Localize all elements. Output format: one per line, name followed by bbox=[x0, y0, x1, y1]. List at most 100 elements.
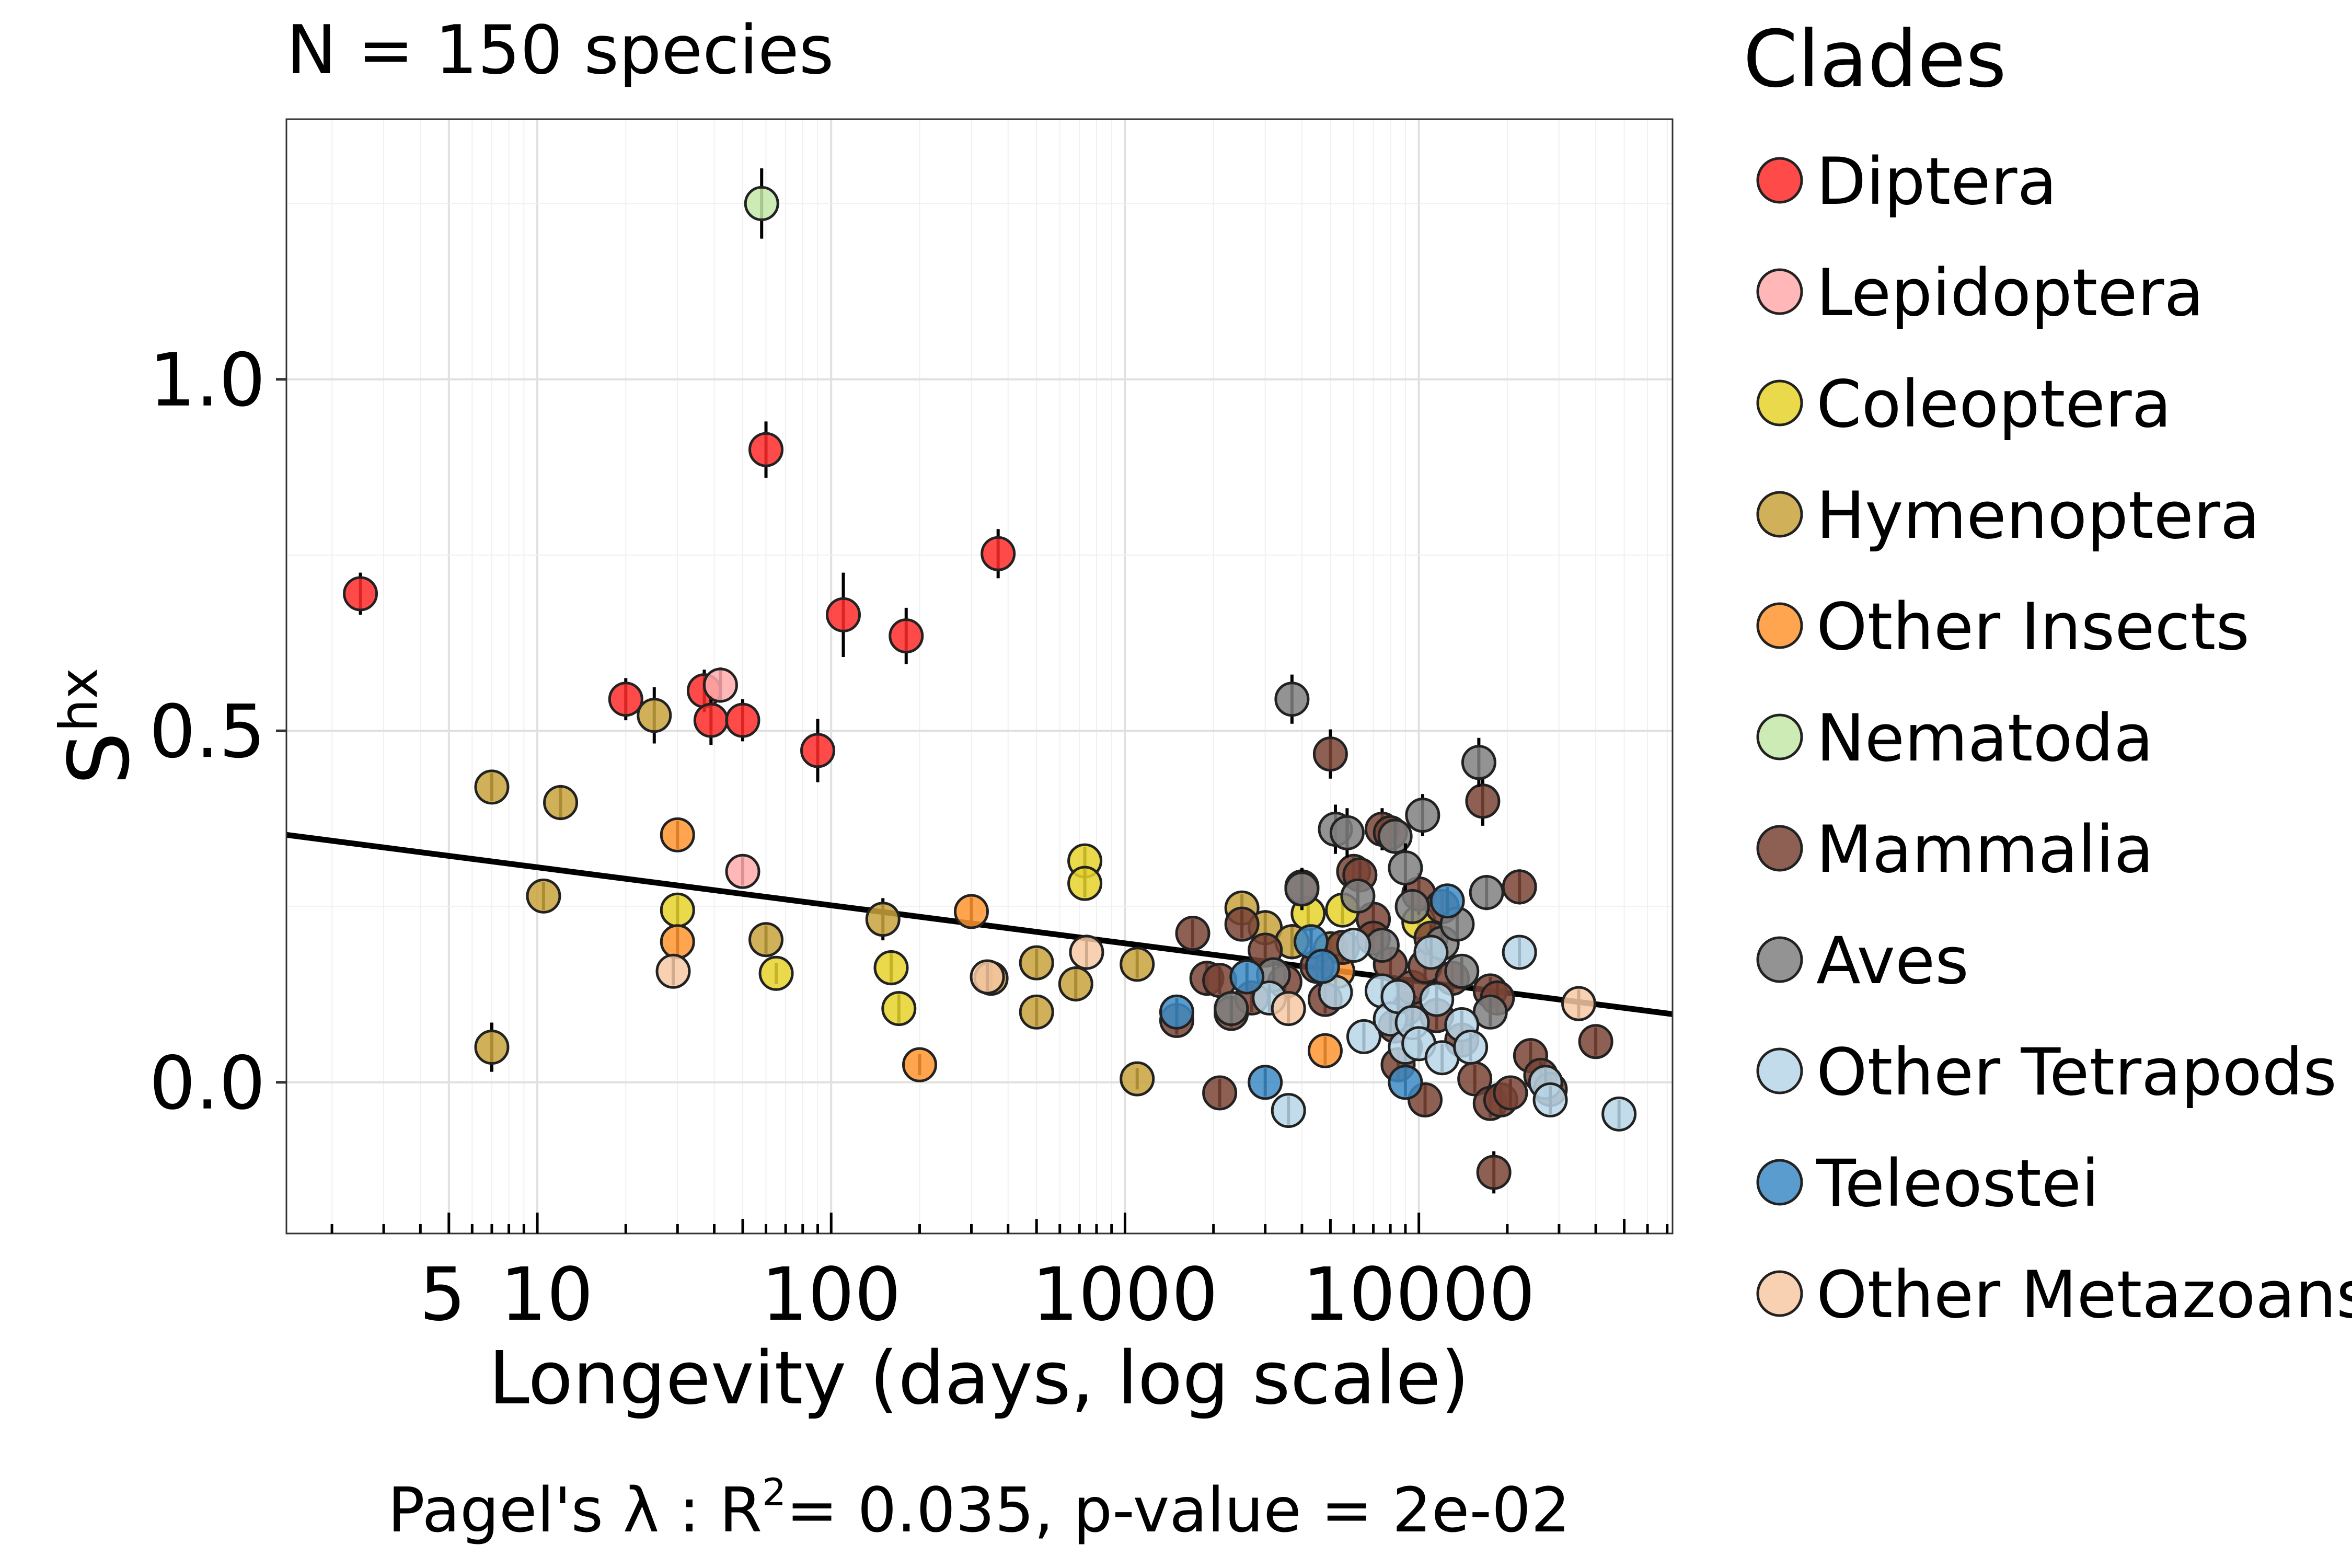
data-point-teleostei bbox=[1429, 883, 1465, 919]
legend-label: Diptera bbox=[1816, 144, 2057, 220]
legend-label: Lepidoptera bbox=[1816, 256, 2204, 331]
data-point-mammalia bbox=[1202, 1075, 1238, 1111]
legend-label: Coleoptera bbox=[1816, 367, 2172, 442]
data-point-other-tetrapods bbox=[1502, 935, 1537, 970]
legend: Diptera Lepidoptera Coleoptera Hymenoptera O… bbox=[1756, 144, 2352, 1333]
data-point-diptera bbox=[889, 618, 924, 654]
data-point-hymenoptera bbox=[474, 1030, 510, 1065]
data-point-diptera bbox=[800, 733, 836, 768]
data-point-hymenoptera bbox=[748, 922, 784, 958]
data-point-hymenoptera bbox=[1120, 1061, 1155, 1097]
x-tick-label: 100 bbox=[762, 1252, 901, 1338]
data-point-other-tetrapods bbox=[1419, 982, 1455, 1017]
data-point-other-insects bbox=[660, 817, 695, 852]
data-point-teleostei bbox=[1388, 1065, 1423, 1100]
data-point-hymenoptera bbox=[1019, 945, 1054, 981]
data-point-other-tetrapods bbox=[1453, 1030, 1489, 1065]
legend-label: Hymenoptera bbox=[1816, 478, 2260, 554]
legend-label: Other Tetrapods bbox=[1816, 1035, 2337, 1110]
legend-swatch bbox=[1756, 1159, 1803, 1206]
data-point-aves bbox=[1461, 745, 1496, 780]
data-point-mammalia bbox=[1502, 869, 1537, 905]
y-tick-label: 0.5 bbox=[149, 689, 266, 775]
data-point-mammalia bbox=[1175, 916, 1210, 951]
y-axis-label-group: Shx bbox=[48, 668, 148, 785]
legend-swatch bbox=[1756, 825, 1803, 872]
x-tick-label: 10000 bbox=[1302, 1252, 1535, 1338]
data-point-coleoptera bbox=[881, 991, 917, 1027]
x-tick-label: 5 bbox=[419, 1252, 466, 1338]
data-point-hymenoptera bbox=[526, 878, 561, 914]
data-point-hymenoptera bbox=[637, 698, 672, 733]
data-point-aves bbox=[1340, 878, 1376, 914]
data-point-hymenoptera bbox=[543, 785, 579, 820]
data-point-diptera bbox=[608, 682, 643, 717]
data-point-other-metazoans bbox=[970, 959, 1005, 995]
data-point-diptera bbox=[343, 576, 378, 612]
data-point-other-tetrapods bbox=[1532, 1082, 1568, 1117]
y-axis-label-superscript: hx bbox=[48, 668, 109, 732]
plot-border bbox=[285, 118, 1674, 1235]
data-point-mammalia bbox=[1465, 783, 1501, 819]
data-points bbox=[343, 168, 1637, 1194]
data-point-teleostei bbox=[1305, 949, 1340, 984]
data-point-aves bbox=[1214, 991, 1249, 1027]
data-point-diptera bbox=[826, 597, 861, 632]
legend-swatch bbox=[1756, 713, 1803, 760]
legend-label: Teleostei bbox=[1816, 1146, 2100, 1221]
data-point-coleoptera bbox=[1067, 866, 1103, 901]
legend-swatch bbox=[1756, 1047, 1803, 1094]
legend-swatch bbox=[1756, 379, 1803, 426]
data-point-aves bbox=[1274, 682, 1310, 717]
y-axis-label-main: S bbox=[50, 732, 148, 786]
data-point-hymenoptera bbox=[1120, 947, 1155, 982]
legend-label: Mammalia bbox=[1816, 812, 2153, 887]
x-tick-label: 1000 bbox=[1032, 1252, 1218, 1338]
data-point-aves bbox=[1444, 953, 1480, 989]
data-point-mammalia bbox=[1224, 906, 1260, 942]
data-point-other-metazoans bbox=[655, 953, 691, 989]
data-point-other-metazoans bbox=[1271, 991, 1306, 1027]
data-point-other-metazoans bbox=[1561, 986, 1597, 1021]
data-point-diptera bbox=[748, 432, 784, 467]
data-point-other-tetrapods bbox=[1271, 1093, 1306, 1128]
x-tick-label: 10 bbox=[500, 1252, 593, 1338]
data-point-teleostei bbox=[1229, 959, 1265, 995]
data-point-coleoptera bbox=[758, 955, 794, 991]
data-point-other-insects bbox=[660, 924, 695, 960]
legend-label: Other Metazoans bbox=[1816, 1258, 2352, 1333]
axis-ticks: 5 10 100 1000 10000 0.0 0.5 1.0 bbox=[149, 338, 1669, 1338]
data-point-aves bbox=[1405, 798, 1440, 833]
data-point-aves bbox=[1472, 994, 1508, 1030]
data-point-hymenoptera bbox=[865, 902, 901, 937]
data-point-other-insects bbox=[953, 894, 989, 929]
data-point-lepidoptera bbox=[702, 667, 738, 703]
data-point-diptera bbox=[693, 702, 729, 738]
data-point-mammalia bbox=[1578, 1024, 1613, 1059]
data-point-diptera bbox=[725, 702, 760, 738]
data-point-hymenoptera bbox=[474, 769, 510, 805]
data-point-mammalia bbox=[1312, 736, 1348, 772]
data-point-aves bbox=[1377, 818, 1413, 854]
model-caption: Pagel's λ : R2= 0.035, p-value = 2e-02 bbox=[388, 1470, 1570, 1546]
data-point-coleoptera bbox=[660, 892, 695, 928]
chart-title: N = 150 species bbox=[286, 11, 834, 89]
legend-title: Clades bbox=[1743, 14, 2007, 105]
legend-swatch bbox=[1756, 157, 1803, 204]
data-point-hymenoptera bbox=[1058, 966, 1093, 1001]
data-point-other-insects bbox=[902, 1047, 937, 1082]
legend-swatch bbox=[1756, 1270, 1803, 1317]
data-point-other-metazoans bbox=[1069, 935, 1104, 970]
data-point-coleoptera bbox=[873, 950, 909, 986]
legend-swatch bbox=[1756, 602, 1803, 649]
y-axis-label: Shx bbox=[48, 668, 148, 785]
data-point-nematoda bbox=[744, 186, 779, 221]
data-point-diptera bbox=[981, 536, 1016, 571]
data-point-aves bbox=[1394, 889, 1430, 925]
legend-swatch bbox=[1756, 491, 1803, 538]
data-point-mammalia bbox=[1476, 1155, 1512, 1190]
legend-label: Other Insects bbox=[1816, 590, 2250, 665]
caption-prefix: Pagel's λ : R bbox=[388, 1474, 762, 1546]
data-point-aves bbox=[1388, 850, 1423, 886]
